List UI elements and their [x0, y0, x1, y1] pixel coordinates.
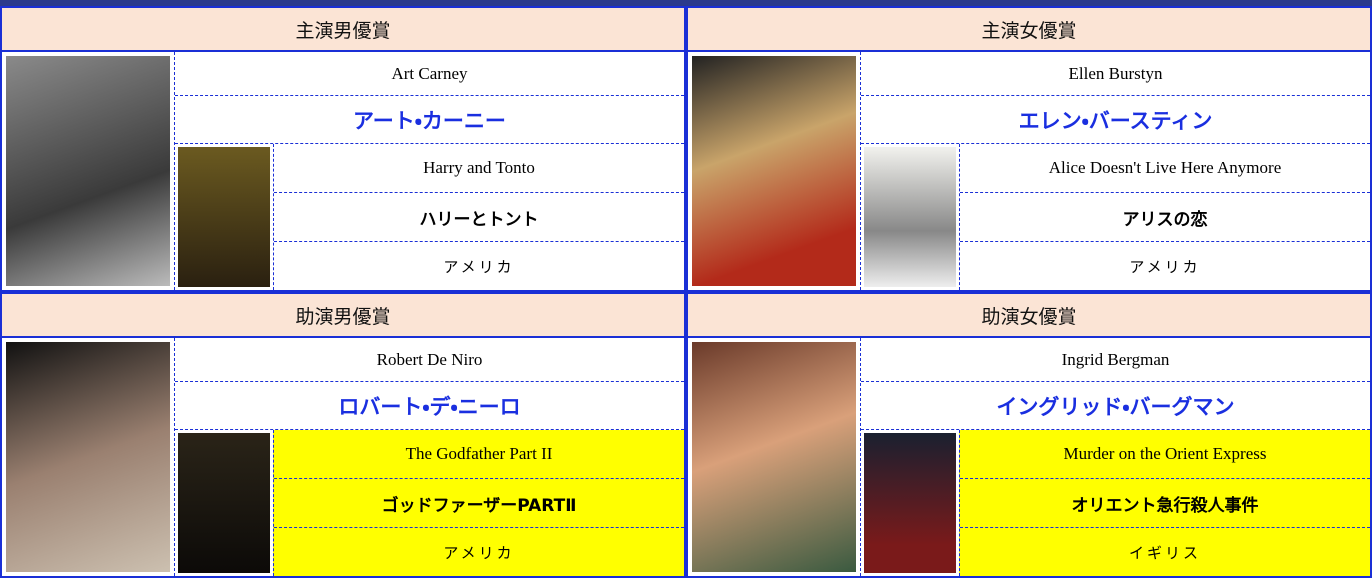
film-country: アメリカ — [443, 257, 515, 276]
name-japanese: ロバート・デ・ニーロ — [175, 382, 684, 430]
award-body: Ellen Burstyn エレン・バースティン Alice Doesn't Liv… — [688, 52, 1370, 290]
name-japanese: イングリッド・バーグマン — [861, 382, 1370, 430]
film-english: Harry and Tonto — [274, 144, 684, 193]
film-info: Murder on the Orient Express オリエント急行殺人事件イ… — [959, 430, 1370, 576]
film-info: Alice Doesn't Live Here Anymore アリスの恋アメリカ — [959, 144, 1370, 290]
winner-photo — [692, 342, 856, 572]
film-poster — [864, 433, 956, 573]
film-japanese: アリスの恋 — [960, 193, 1370, 242]
winner-info: Ellen Burstyn エレン・バースティン Alice Doesn't Liv… — [860, 52, 1370, 290]
award-category: 主演女優賞 — [688, 8, 1370, 52]
film-info: Harry and Tonto ハリーとトントアメリカ — [273, 144, 684, 290]
winner-info: Art Carney アート・カーニー Harry and Tonto ハリーとトント… — [174, 52, 684, 290]
film-country: アメリカ — [1129, 257, 1201, 276]
award-panel: 助演女優賞 Ingrid Bergman イングリッド・バーグマン Murder on… — [686, 292, 1372, 578]
winner-info: Ingrid Bergman イングリッド・バーグマン Murder on the … — [860, 338, 1370, 576]
winner-info: Robert De Niro ロバート・デ・ニーロ The Godfather Pa… — [174, 338, 684, 576]
film-poster — [178, 147, 270, 287]
winner-photo — [6, 342, 170, 572]
award-category: 助演男優賞 — [2, 294, 684, 338]
film-english: Murder on the Orient Express — [960, 430, 1370, 479]
award-grid: 主演男優賞 Art Carney アート・カーニー Harry and Tonto ハリ… — [0, 6, 1372, 578]
name-japanese: アート・カーニー — [175, 96, 684, 144]
award-body: Ingrid Bergman イングリッド・バーグマン Murder on the … — [688, 338, 1370, 576]
film-block: Alice Doesn't Live Here Anymore アリスの恋アメリカ — [861, 144, 1370, 290]
award-panel: 主演男優賞 Art Carney アート・カーニー Harry and Tonto ハリ… — [0, 6, 686, 292]
film-poster — [864, 147, 956, 287]
name-english: Ellen Burstyn — [861, 52, 1370, 96]
winner-photo — [692, 56, 856, 286]
film-country: アメリカ — [443, 543, 515, 562]
film-info: The Godfather Part II ゴッドファーザーPARTⅡ アメリカ — [273, 430, 684, 576]
film-block: Harry and Tonto ハリーとトントアメリカ — [175, 144, 684, 290]
name-english: Ingrid Bergman — [861, 338, 1370, 382]
film-english: The Godfather Part II — [274, 430, 684, 479]
film-block: Murder on the Orient Express オリエント急行殺人事件イ… — [861, 430, 1370, 576]
film-english: Alice Doesn't Live Here Anymore — [960, 144, 1370, 193]
award-category: 主演男優賞 — [2, 8, 684, 52]
award-category: 助演女優賞 — [688, 294, 1370, 338]
name-japanese: エレン・バースティン — [861, 96, 1370, 144]
name-english: Art Carney — [175, 52, 684, 96]
award-panel: 助演男優賞 Robert De Niro ロバート・デ・ニーロ The Godfath… — [0, 292, 686, 578]
film-japanese: オリエント急行殺人事件 — [960, 479, 1370, 528]
film-block: The Godfather Part II ゴッドファーザーPARTⅡ アメリカ — [175, 430, 684, 576]
film-japanese: ハリーとトント — [274, 193, 684, 242]
film-japanese: ゴッドファーザーPARTⅡ — [274, 479, 684, 528]
name-english: Robert De Niro — [175, 338, 684, 382]
film-poster — [178, 433, 270, 573]
award-panel: 主演女優賞 Ellen Burstyn エレン・バースティン Alice Doesn'… — [686, 6, 1372, 292]
award-body: Robert De Niro ロバート・デ・ニーロ The Godfather Pa… — [2, 338, 684, 576]
film-country: イギリス — [1128, 543, 1201, 562]
award-body: Art Carney アート・カーニー Harry and Tonto ハリーとトント… — [2, 52, 684, 290]
winner-photo — [6, 56, 170, 286]
